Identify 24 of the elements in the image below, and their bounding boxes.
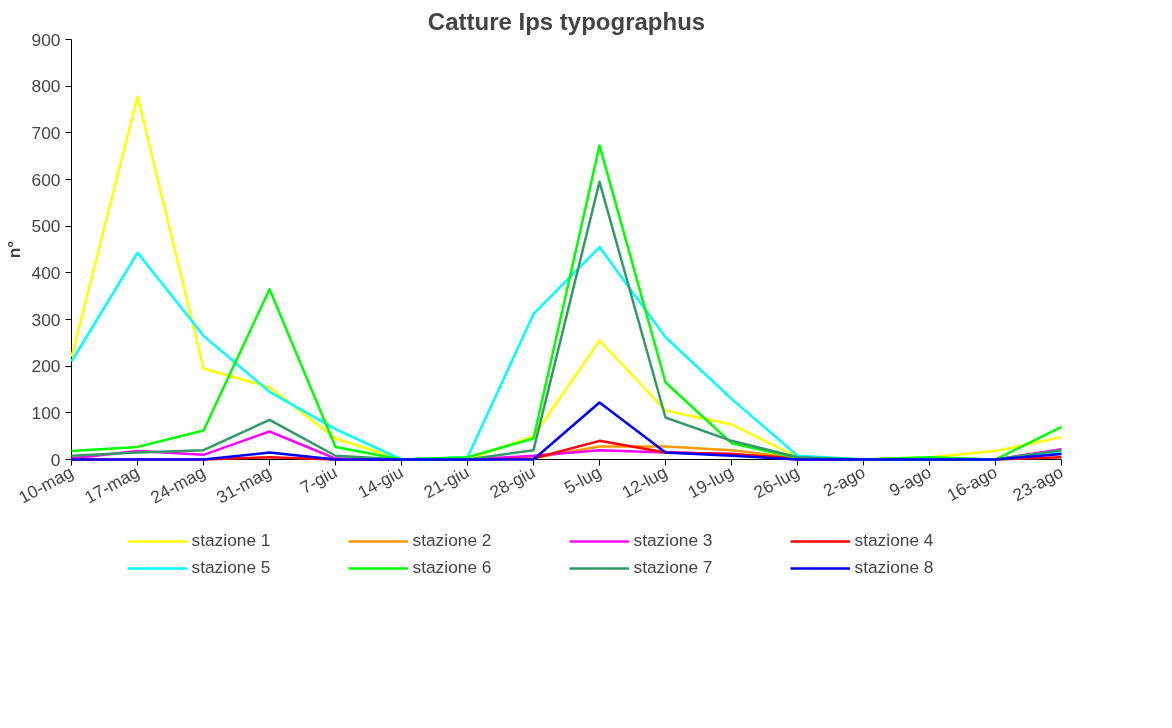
y-tick-label: 400 (31, 262, 61, 283)
chart-title: Catture Ips typographus (427, 7, 706, 35)
legend-label: stazione 2 (412, 530, 493, 551)
legend-label: stazione 5 (191, 557, 272, 578)
y-tick-label: 100 (31, 402, 61, 423)
legend-label: stazione 7 (633, 557, 714, 578)
x-tick-label: 9-ago (885, 461, 935, 501)
legend-label: stazione 4 (854, 530, 935, 551)
x-tick-label: 2-ago (819, 461, 869, 501)
y-tick-label: 500 (31, 216, 61, 237)
y-tick-label: 900 (31, 29, 61, 50)
legend-label: stazione 1 (191, 530, 272, 551)
y-tick-label: 0 (50, 449, 61, 470)
legend-label: stazione 6 (412, 557, 493, 578)
y-axis-title: n° (3, 240, 24, 259)
y-tick-label: 600 (31, 169, 61, 190)
x-tick-label: 7-giu (296, 461, 341, 498)
y-tick-label: 300 (31, 309, 61, 330)
x-tick-label: 5-lug (560, 461, 605, 498)
y-tick-label: 200 (31, 356, 61, 377)
legend-label: stazione 8 (854, 557, 935, 578)
y-tick-label: 800 (31, 76, 61, 97)
legend-label: stazione 3 (633, 530, 714, 551)
y-tick-label: 700 (31, 122, 61, 143)
